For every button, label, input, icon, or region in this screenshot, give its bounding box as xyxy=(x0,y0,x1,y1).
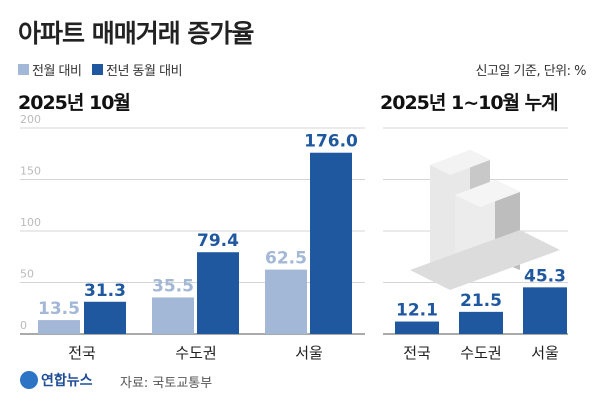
legend-swatch xyxy=(18,64,29,75)
data-label: 45.3 xyxy=(524,266,566,286)
data-label: 12.1 xyxy=(396,301,438,321)
x-tick-label: 수도권 xyxy=(175,344,216,362)
logo-icon xyxy=(20,371,38,389)
legend-label: 전년 동월 대비 xyxy=(106,64,183,79)
bar-yoy xyxy=(84,301,126,334)
x-tick-label: 전국 xyxy=(68,344,96,362)
data-label: 176.0 xyxy=(304,132,358,152)
legend-swatch xyxy=(92,64,103,75)
bar-mom xyxy=(38,320,80,334)
apartment-building-illustration xyxy=(410,150,560,290)
x-tick-label: 서울 xyxy=(531,344,559,362)
data-label: 13.5 xyxy=(38,299,80,319)
bar-yoy xyxy=(197,252,239,334)
x-tick-label: 서울 xyxy=(295,344,323,362)
source-note: 자료: 국토교통부 xyxy=(120,376,213,391)
bar-mom xyxy=(152,297,194,334)
bar-cumulative xyxy=(395,321,439,334)
y-tick-label: 50 xyxy=(20,268,34,281)
data-label: 79.4 xyxy=(197,231,239,251)
data-label: 21.5 xyxy=(460,291,502,311)
subtitle-left: 2025년 10월 xyxy=(18,92,131,114)
data-label: 31.3 xyxy=(84,281,126,301)
bar-cumulative xyxy=(523,287,567,334)
bar-yoy xyxy=(310,152,352,334)
legend-item-yoy: 전년 동월 대비 xyxy=(92,60,183,79)
y-tick-label: 150 xyxy=(20,165,41,178)
y-tick-label: 0 xyxy=(20,319,27,332)
bar-mom xyxy=(265,269,307,334)
subtitle-right: 2025년 1~10월 누계 xyxy=(380,92,559,114)
logo-text: 연합뉴스 xyxy=(41,373,93,389)
data-label: 62.5 xyxy=(265,249,307,269)
chart-title: 아파트 매매거래 증가율 xyxy=(18,19,254,48)
data-label: 35.5 xyxy=(152,276,194,296)
bar-cumulative xyxy=(459,311,503,334)
y-tick-label: 200 xyxy=(20,113,41,126)
legend-item-mom: 전월 대비 xyxy=(18,60,82,79)
y-tick-label: 100 xyxy=(20,216,41,229)
legend-label: 전월 대비 xyxy=(32,64,82,79)
unit-note: 신고일 기준, 단위: % xyxy=(475,64,587,79)
x-tick-label: 전국 xyxy=(403,344,431,362)
x-tick-label: 수도권 xyxy=(460,344,501,362)
yonhap-logo: 연합뉴스 xyxy=(20,370,93,390)
